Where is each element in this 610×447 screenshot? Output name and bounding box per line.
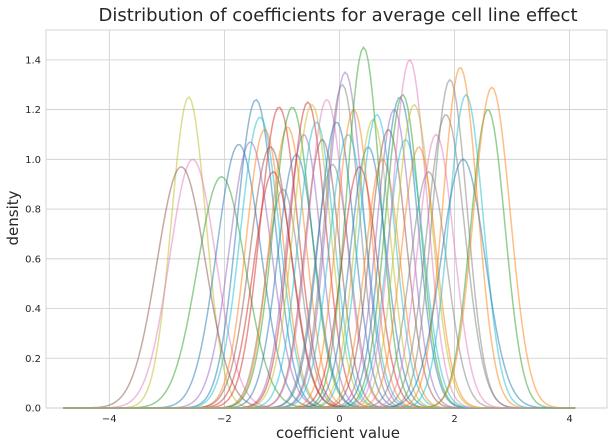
y-tick-label: 1.2 xyxy=(25,105,41,116)
x-tick-labels: −4 −2 0 2 4 xyxy=(102,414,573,425)
y-tick-label: 0.2 xyxy=(25,354,41,365)
y-tick-label: 0.8 xyxy=(25,205,41,216)
chart-title: Distribution of coefficients for average… xyxy=(98,5,577,26)
y-tick-label: 0.0 xyxy=(25,404,41,415)
y-tick-label: 0.6 xyxy=(25,254,41,265)
density-curve xyxy=(63,101,576,409)
density-curves xyxy=(63,46,576,409)
density-curve xyxy=(63,86,576,409)
density-curve xyxy=(63,93,576,409)
y-tick-labels: 0.0 0.2 0.4 0.6 0.8 1.0 1.2 1.4 xyxy=(25,55,41,414)
density-curve xyxy=(63,98,576,409)
density-curve xyxy=(63,106,576,409)
y-tick-label: 1.4 xyxy=(25,55,41,66)
density-curve xyxy=(63,103,576,409)
y-tick-label: 1.0 xyxy=(25,155,41,166)
y-tick-label: 0.4 xyxy=(25,304,41,315)
density-curve xyxy=(63,106,576,409)
density-curve xyxy=(63,98,576,409)
x-tick-label: −2 xyxy=(217,414,232,425)
x-tick-label: 2 xyxy=(451,414,457,425)
x-tick-label: 0 xyxy=(336,414,342,425)
plot-frame xyxy=(45,29,608,409)
x-tick-label: −4 xyxy=(102,414,117,425)
x-axis-label: coefficient value xyxy=(276,424,400,442)
x-tick-label: 4 xyxy=(566,414,572,425)
y-axis-label: density xyxy=(4,190,22,245)
density-curve xyxy=(63,103,576,409)
density-curve xyxy=(63,93,576,409)
